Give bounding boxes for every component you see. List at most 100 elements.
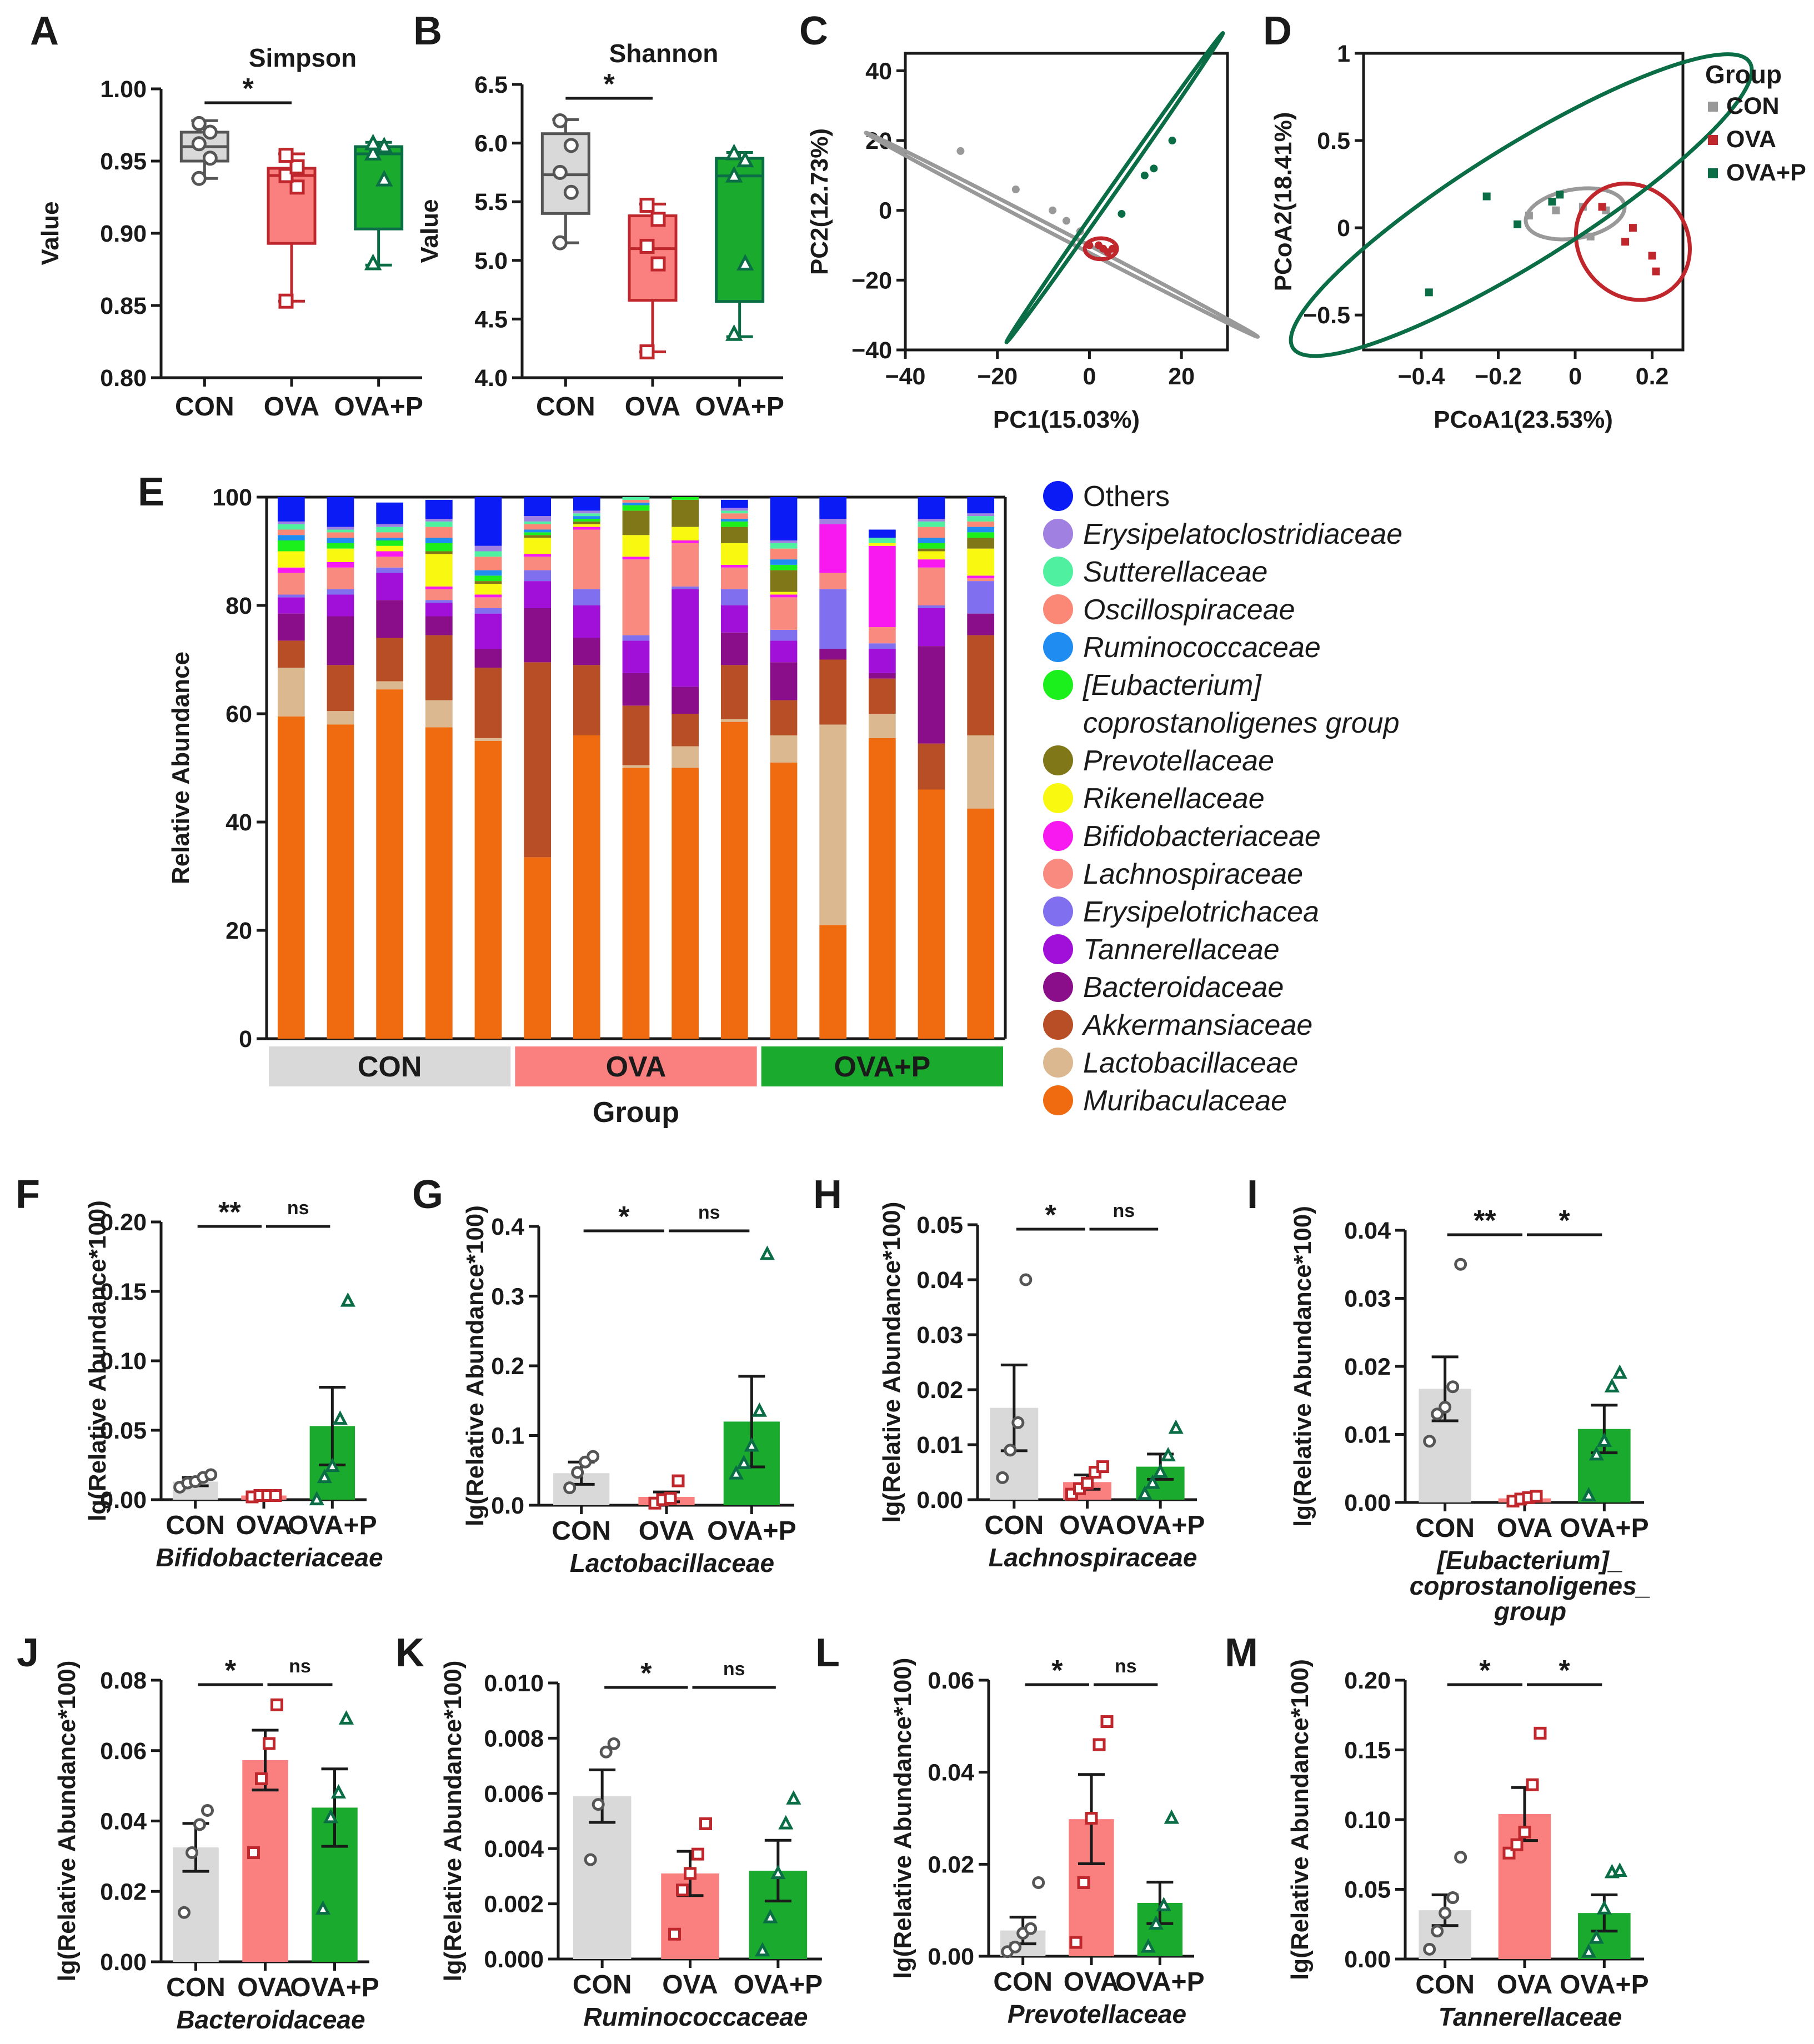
A-y-tick-label: 0.95	[100, 148, 147, 175]
A-y-tick-label: 1.00	[100, 76, 147, 103]
C-point-OVA+P	[1168, 137, 1176, 145]
E-bar-segment	[868, 529, 896, 538]
A-x-tick-label: CON	[175, 392, 234, 422]
E-bar-segment	[277, 551, 305, 568]
K-y-tick-label: 0.010	[484, 1670, 544, 1697]
D-y-tick-label: 0	[1337, 215, 1350, 242]
J-data-point	[178, 1906, 191, 1919]
E-bar-segment	[622, 673, 650, 706]
D-legend-swatch	[1708, 102, 1718, 112]
E-bar-segment	[524, 532, 552, 535]
I-family: coprostanoligenes_	[1410, 1571, 1651, 1600]
K-data-point	[599, 1745, 613, 1759]
K-x-tick-label: CON	[573, 1970, 632, 2000]
F-data-point	[309, 1491, 324, 1506]
panel-letter-A: A	[30, 9, 59, 53]
E-bar-segment	[474, 557, 502, 570]
L-x-tick-label: OVA	[1064, 1967, 1119, 1997]
L-sig-label: ns	[1115, 1656, 1137, 1677]
A-sig-label: *	[243, 73, 254, 105]
G-y-tick-label: 0.3	[491, 1284, 524, 1310]
E-bar-segment	[770, 640, 798, 663]
E-bar-segment	[672, 543, 699, 587]
K-sig-label: *	[640, 1657, 652, 1690]
G-y-tick-label: 0.2	[491, 1353, 524, 1380]
J-data-point	[263, 1737, 275, 1750]
E-bar-segment	[967, 497, 995, 514]
I-data-point	[1439, 1401, 1452, 1414]
E-bar-segment	[327, 711, 354, 725]
E-bar-segment	[770, 543, 798, 549]
E-bar-segment	[376, 681, 404, 690]
E-group-band	[761, 1046, 1003, 1086]
M-data-point	[1596, 1900, 1612, 1915]
B-y-tick-label: 4.0	[474, 365, 508, 392]
K-data-point	[755, 1942, 770, 1957]
D-ellipse-OVA	[1574, 181, 1692, 302]
E-bar-segment	[720, 513, 748, 519]
D-point-OVA+P	[1514, 220, 1522, 228]
panel-letter-L: L	[815, 1631, 840, 1675]
D-y-label: PCoA2(18.41%)	[1270, 112, 1297, 292]
E-bar-segment	[573, 510, 600, 514]
H-data-point	[1004, 1444, 1017, 1457]
D-point-CON	[1586, 232, 1595, 241]
panel-letter-E: E	[138, 470, 164, 514]
D-y-tick-label: −0.5	[1303, 302, 1350, 329]
K-x-tick-label: OVA+P	[734, 1970, 823, 2000]
E-bar-segment	[573, 638, 600, 665]
E-bar-segment	[622, 705, 650, 765]
B-data-point	[563, 138, 579, 153]
J-x-tick-label: CON	[166, 1973, 226, 2002]
E-bar-segment	[425, 551, 453, 554]
A-y-tick-label: 0.90	[100, 221, 147, 247]
L-y-tick-label: 0.06	[928, 1667, 974, 1694]
K-y-tick-label: 0.006	[484, 1781, 544, 1807]
J-y-tick-label: 0.06	[100, 1738, 147, 1765]
C-point-OVA+P	[1140, 171, 1149, 179]
panel-letter-G: G	[412, 1173, 443, 1217]
E-bar-segment	[770, 592, 798, 595]
E-y-tick-label: 20	[226, 918, 252, 944]
L-data-point	[1024, 1922, 1038, 1935]
M-data-point	[1534, 1726, 1547, 1740]
I-data-point	[1454, 1258, 1467, 1271]
E-bar-segment	[672, 768, 699, 1039]
K-family: Ruminococcaceae	[584, 2002, 808, 2031]
I-data-point	[1446, 1380, 1460, 1394]
M-data-point	[1526, 1778, 1539, 1791]
E-bar-segment	[672, 687, 699, 714]
J-data-point	[201, 1803, 214, 1817]
K-data-point	[584, 1853, 597, 1866]
M-y-tick-label: 0.05	[1344, 1877, 1391, 1903]
E-bar-segment	[918, 543, 945, 549]
K-data-point	[607, 1737, 620, 1750]
E-legend-label: Others	[1083, 480, 1170, 513]
E-bar-segment	[967, 532, 995, 538]
H-data-point	[1160, 1447, 1176, 1461]
D-y-tick-label: 0.5	[1317, 128, 1350, 154]
E-bar-segment	[277, 497, 305, 522]
E-bar-segment	[622, 535, 650, 557]
E-bar-segment	[474, 738, 502, 741]
E-bar-segment	[868, 673, 896, 679]
B-y-label: Value	[416, 199, 443, 263]
M-data-point	[1439, 1906, 1452, 1920]
E-bar-segment	[770, 548, 798, 560]
C-y-label: PC2(12.73%)	[806, 128, 833, 275]
E-bar-segment	[622, 557, 650, 560]
G-data-point	[672, 1474, 685, 1487]
A-y-label: Value	[37, 202, 64, 265]
M-x-tick-label: OVA+P	[1560, 1970, 1649, 2000]
E-bar-segment	[327, 543, 354, 549]
K-data-point	[691, 1847, 704, 1861]
E-bar-segment	[474, 584, 502, 595]
A-data-point	[364, 133, 382, 151]
G-data-point	[744, 1437, 759, 1452]
F-data-point	[204, 1468, 218, 1481]
E-group-label: CON	[358, 1051, 422, 1083]
E-bar-segment	[720, 564, 748, 568]
E-group-label: OVA	[606, 1051, 667, 1083]
D-point-OVA	[1621, 238, 1630, 246]
J-family: Bacteroidaceae	[176, 2005, 365, 2034]
